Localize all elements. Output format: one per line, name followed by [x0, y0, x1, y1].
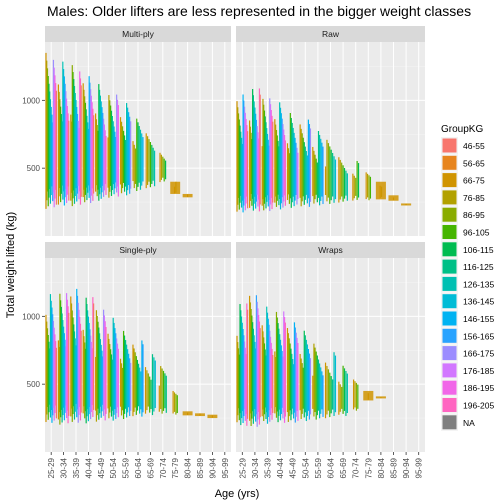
legend-entry-label: 46-55	[463, 141, 485, 151]
legend-key-swatch	[442, 207, 457, 222]
violin-mark	[170, 181, 181, 194]
x-tick-label: 25-29	[47, 457, 56, 478]
legend-entry-label: 196-205	[463, 401, 494, 411]
legend-entry-label: 176-185	[463, 366, 494, 376]
violin-mark	[375, 181, 386, 200]
legend-entry-label: 116-125	[463, 262, 494, 272]
facet-strip-label: Raw	[322, 29, 340, 39]
x-tick-label: 75-79	[171, 457, 180, 478]
x-tick-label: 70-74	[159, 457, 168, 478]
x-tick-label: 45-49	[97, 457, 106, 478]
legend-entry-label: NA	[463, 418, 475, 428]
x-tick-label: 30-34	[60, 457, 69, 478]
x-tick-label: 35-39	[264, 457, 273, 478]
x-tick-label: 60-64	[134, 457, 143, 478]
violin-mark	[363, 390, 374, 401]
facet-strip	[236, 26, 425, 42]
x-tick-label: 90-94	[402, 457, 411, 478]
legend-key-swatch	[442, 380, 457, 395]
legend-key-swatch	[442, 328, 457, 343]
y-tick-label: 500	[27, 380, 41, 389]
x-tick-label: 45-49	[289, 457, 298, 478]
legend-entry-label: 156-165	[463, 331, 494, 341]
y-tick-label: 500	[27, 164, 41, 173]
y-tick-label: 1000	[22, 312, 40, 321]
legend-key-swatch	[442, 415, 457, 430]
legend: GroupKG 46-55 56-65 66-75 76-85 86-95 96-105 1…	[441, 124, 494, 431]
x-tick-label: 55-59	[122, 457, 131, 478]
y-axis-ticks: 500 1000 500 1000	[22, 96, 45, 389]
legend-entry-label: 166-175	[463, 349, 494, 359]
violin-mark	[388, 195, 399, 201]
x-tick-label: 55-59	[314, 457, 323, 478]
x-tick-label: 25-29	[238, 457, 247, 478]
legend-entry-label: 66-75	[463, 176, 485, 186]
facet-panel: Single-ply	[45, 242, 231, 452]
x-tick-label: 85-89	[390, 457, 399, 478]
y-tick-label: 1000	[22, 96, 40, 105]
x-tick-label: 60-64	[327, 457, 336, 478]
legend-key-swatch	[442, 242, 457, 257]
facet-strip	[236, 242, 425, 258]
x-tick-label: 80-84	[377, 457, 386, 478]
x-tick-label: 85-89	[196, 457, 205, 478]
violin-mark	[195, 413, 205, 417]
violin-mark	[375, 396, 386, 399]
chart-title: Males: Older lifters are less represente…	[47, 3, 471, 19]
legend-entry-label: 186-195	[463, 383, 494, 393]
legend-entry-label: 76-85	[463, 193, 485, 203]
facet-panel: Wraps	[236, 242, 425, 452]
legend-key-swatch	[442, 276, 457, 291]
legend-entry-label: 56-65	[463, 158, 485, 168]
legend-key-swatch	[442, 294, 457, 309]
legend-entry-label: 146-155	[463, 314, 494, 324]
violin-mark	[182, 411, 193, 416]
legend-key-swatch	[442, 259, 457, 274]
x-tick-label: 40-44	[84, 457, 93, 478]
x-tick-label: 35-39	[72, 457, 81, 478]
facet-strip-label: Wraps	[318, 245, 342, 255]
x-tick-label: 75-79	[364, 457, 373, 478]
legend-key-swatch	[442, 398, 457, 412]
violin-mark	[182, 193, 193, 198]
facet-strip	[45, 26, 231, 42]
violin-mark	[207, 414, 218, 419]
x-tick-label: 65-69	[146, 457, 155, 478]
legend-key-swatch	[442, 138, 457, 153]
legend-entry-label: 96-105	[463, 228, 490, 238]
facet-strip	[45, 242, 231, 258]
x-tick-label: 50-54	[301, 457, 310, 478]
legend-entry-label: 106-115	[463, 245, 494, 255]
x-tick-label: 70-74	[352, 457, 361, 478]
x-tick-label: 30-34	[251, 457, 260, 478]
legend-entry-label: 86-95	[463, 210, 485, 220]
legend-key-swatch	[442, 363, 457, 378]
violin-mark	[401, 203, 412, 206]
x-axis-title: Age (yrs)	[215, 488, 260, 500]
legend-key-swatch	[442, 311, 457, 326]
facet-panels: Multi-ply Raw Single-ply Wraps	[45, 26, 425, 452]
legend-entry-label: 136-145	[463, 297, 494, 307]
legend-entry-label: 126-135	[463, 279, 494, 289]
legend-key-swatch	[442, 225, 457, 239]
x-axis-ticks: 25-29 30-34 35-39 40-44 45-49 50-54 55-59 60-64…	[47, 452, 424, 478]
facet-strip-label: Multi-ply	[122, 29, 154, 39]
x-tick-label: 40-44	[276, 457, 285, 478]
legend-key-swatch	[442, 346, 457, 361]
x-tick-label: 90-94	[208, 457, 217, 478]
legend-key-swatch	[442, 190, 457, 205]
y-axis-title: Total weight lifted (kg)	[5, 212, 17, 318]
legend-key-swatch	[442, 155, 457, 170]
legend-key-swatch	[442, 173, 457, 188]
x-tick-label: 50-54	[109, 457, 118, 478]
facet-panel: Raw	[236, 26, 425, 236]
facet-strip-label: Single-ply	[119, 245, 157, 255]
facet-panel: Multi-ply	[45, 26, 231, 236]
x-tick-label: 95-99	[415, 457, 424, 478]
x-tick-label: 65-69	[339, 457, 348, 478]
x-tick-label: 80-84	[184, 457, 193, 478]
legend-title: GroupKG	[441, 124, 483, 135]
x-tick-label: 95-99	[221, 457, 230, 478]
